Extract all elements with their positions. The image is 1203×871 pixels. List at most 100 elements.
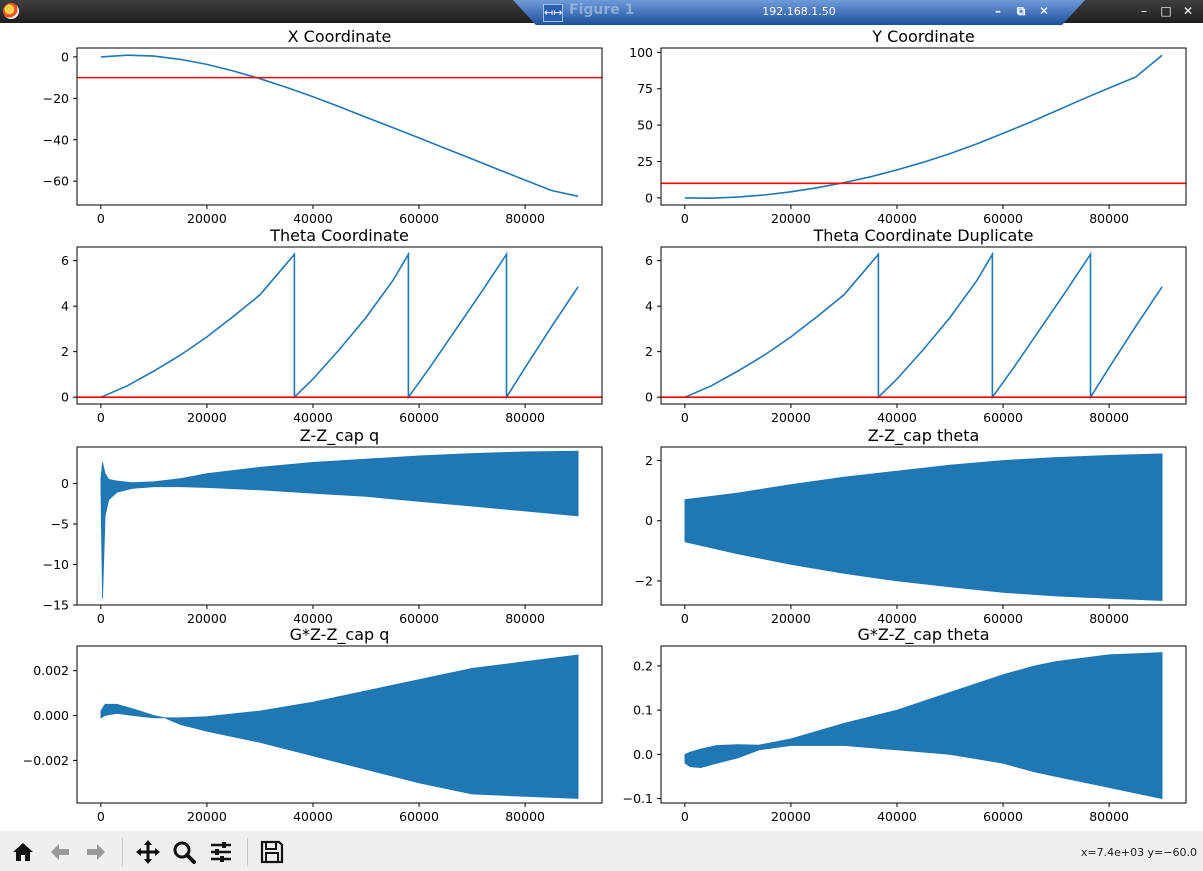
x-tick-label: 20000 (187, 809, 227, 824)
axes-frame (76, 645, 603, 804)
y-tick-label: −2 (635, 573, 653, 588)
restore-icon[interactable]: ⧉ (1016, 4, 1026, 18)
y-tick-label: 0.1 (633, 703, 653, 718)
zoom-icon[interactable] (171, 839, 197, 865)
subplot-8: G*Z-Z_cap theta 0 20000 40000 60000 80000 0.2 0… (623, 625, 1187, 824)
y-tick-label: 0.2 (633, 658, 653, 673)
y-tick-label: 0.0 (633, 747, 653, 762)
x-tick-label: 20000 (771, 611, 811, 626)
save-icon[interactable] (259, 839, 285, 865)
home-icon[interactable] (10, 839, 36, 865)
x-tick-label: 40000 (293, 211, 333, 226)
window-title: Figure 1 (569, 2, 635, 18)
y-tick-label: 0.002 (33, 663, 69, 678)
y-tick-label: −15 (43, 598, 69, 613)
y-tick-label: 0 (61, 476, 69, 491)
x-tick-label: 80000 (1089, 809, 1129, 824)
x-tick-label: 0 (97, 611, 105, 626)
x-tick-label: 20000 (187, 410, 227, 425)
data-series-line (100, 54, 579, 198)
app-icon[interactable] (3, 3, 19, 19)
y-tick-label: 2 (645, 453, 653, 468)
x-tick-label: 40000 (877, 410, 917, 425)
x-tick-label: 40000 (877, 211, 917, 226)
axes-frame (660, 246, 1187, 405)
close-icon[interactable]: ✕ (1038, 4, 1050, 18)
axes-frame (660, 446, 1187, 606)
x-tick-label: 80000 (1089, 611, 1129, 626)
navigation-toolbar: x=7.4e+03 y=−60.0 (0, 831, 1203, 871)
subplot-1: X Coordinate 0 20000 40000 60000 80000 0 −20 −40… (43, 27, 603, 226)
y-tick-label: −5 (51, 516, 69, 531)
x-tick-label: 60000 (399, 611, 439, 626)
subplot-title: Z-Z_cap theta (868, 426, 980, 446)
toolbar-separator (247, 838, 248, 866)
data-series-envelope (100, 450, 579, 599)
pan-icon[interactable] (135, 839, 161, 865)
x-tick-label: 0 (97, 809, 105, 824)
window-minimize-icon[interactable]: – (1141, 4, 1147, 18)
minimize-icon[interactable]: – (995, 4, 1001, 18)
axes-frame (660, 47, 1187, 206)
y-tick-label: 6 (61, 253, 69, 268)
x-tick-label: 0 (681, 410, 689, 425)
data-series-envelope (100, 654, 579, 799)
x-tick-label: 20000 (771, 211, 811, 226)
y-tick-label: 75 (637, 81, 653, 96)
subplot-7: G*Z-Z_cap q 0 20000 40000 60000 80000 0.002 0.0… (23, 625, 603, 824)
window-titlebar: ↤↦ Figure 1 192.168.1.50 – ⧉ ✕ – □ ✕ (0, 0, 1203, 25)
y-tick-label: 4 (645, 299, 653, 314)
y-tick-label: 0 (61, 49, 69, 64)
subplot-title: X Coordinate (288, 27, 392, 46)
x-tick-label: 0 (97, 211, 105, 226)
axes-frame (76, 246, 603, 405)
x-tick-label: 60000 (399, 410, 439, 425)
x-tick-label: 60000 (983, 611, 1023, 626)
axes-frame (76, 446, 603, 606)
y-tick-label: 0 (61, 390, 69, 405)
x-tick-label: 80000 (505, 809, 545, 824)
subplot-2: Y Coordinate 0 20000 40000 60000 80000 0 25 50 75… (629, 27, 1187, 226)
subplot-title: Theta Coordinate (269, 226, 409, 245)
configure-subplots-icon[interactable] (208, 839, 234, 865)
remote-session-bar: ↤↦ Figure 1 192.168.1.50 – ⧉ ✕ (513, 0, 1085, 25)
toolbar-separator (122, 838, 123, 866)
y-tick-label: 0 (645, 513, 653, 528)
x-tick-label: 80000 (1089, 410, 1129, 425)
x-tick-label: 20000 (771, 410, 811, 425)
pin-icon[interactable]: ↤↦ (543, 4, 563, 22)
back-arrow-icon[interactable] (47, 839, 73, 865)
x-tick-label: 60000 (983, 410, 1023, 425)
x-tick-label: 80000 (505, 611, 545, 626)
x-tick-label: 0 (97, 410, 105, 425)
subplot-6: Z-Z_cap theta 0 20000 40000 60000 80000 2 0 −2 (635, 426, 1187, 626)
y-tick-label: 2 (645, 344, 653, 359)
x-tick-label: 60000 (983, 809, 1023, 824)
x-tick-label: 40000 (877, 809, 917, 824)
subplot-title: G*Z-Z_cap q (290, 625, 390, 645)
y-tick-label: −0.002 (23, 753, 69, 768)
x-tick-label: 40000 (293, 809, 333, 824)
y-tick-label: 50 (637, 118, 653, 133)
y-tick-label: 2 (61, 344, 69, 359)
axes-frame (660, 645, 1187, 804)
data-series-envelope (684, 453, 1163, 601)
y-tick-label: 25 (637, 154, 653, 169)
y-tick-label: 0 (645, 390, 653, 405)
window-close-icon[interactable]: ✕ (1182, 4, 1194, 18)
x-tick-label: 20000 (187, 211, 227, 226)
x-tick-label: 20000 (771, 809, 811, 824)
x-tick-label: 20000 (187, 611, 227, 626)
axes-frame (76, 47, 603, 206)
remote-host-label: 192.168.1.50 (762, 5, 836, 18)
x-tick-label: 0 (681, 611, 689, 626)
y-tick-label: 0 (645, 190, 653, 205)
window-maximize-icon[interactable]: □ (1160, 4, 1172, 18)
data-series-line (684, 251, 1163, 400)
y-tick-label: −40 (43, 132, 69, 147)
subplot-title: Y Coordinate (871, 27, 975, 46)
forward-arrow-icon[interactable] (83, 839, 109, 865)
y-tick-label: −10 (43, 557, 69, 572)
y-tick-label: 0.000 (33, 708, 69, 723)
